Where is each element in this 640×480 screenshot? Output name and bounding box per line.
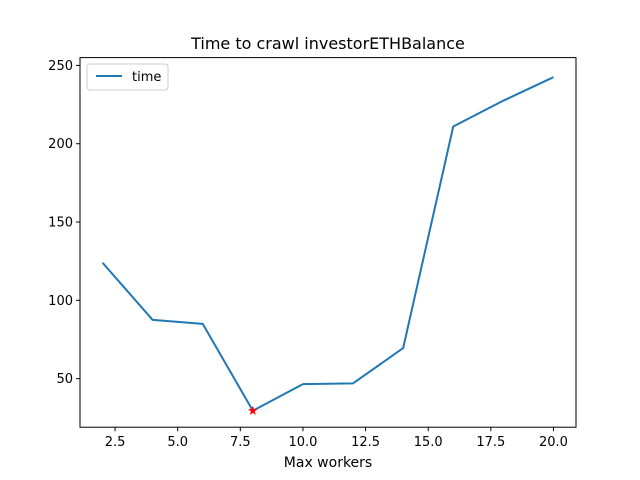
x-tick-label: 10.0 bbox=[288, 435, 317, 450]
x-tick-label: 2.5 bbox=[105, 435, 126, 450]
y-tick-label: 200 bbox=[48, 137, 73, 152]
y-tick-label: 100 bbox=[48, 294, 73, 309]
x-axis: 2.5 5.0 7.5 10.0 12.5 15.0 17.5 20.0 bbox=[105, 427, 568, 450]
x-tick-label: 20.0 bbox=[539, 435, 568, 450]
chart-title: Time to crawl investorETHBalance bbox=[190, 34, 465, 53]
plot-area bbox=[101, 76, 554, 415]
min-point-marker bbox=[247, 405, 258, 415]
x-tick-label: 5.0 bbox=[167, 435, 188, 450]
x-axis-label: Max workers bbox=[284, 455, 372, 471]
axes-frame bbox=[79, 57, 577, 428]
legend: time bbox=[86, 63, 169, 91]
legend-label: time bbox=[132, 70, 161, 85]
x-tick-label: 12.5 bbox=[351, 435, 380, 450]
x-tick-label: 15.0 bbox=[414, 435, 443, 450]
x-tick-label: 7.5 bbox=[230, 435, 251, 450]
y-tick-label: 150 bbox=[48, 216, 73, 231]
x-tick-label: 17.5 bbox=[476, 435, 505, 450]
y-tick-label: 250 bbox=[48, 59, 73, 74]
series-line-time bbox=[101, 76, 554, 412]
y-tick-label: 50 bbox=[56, 372, 73, 387]
legend-box bbox=[86, 63, 169, 91]
y-axis: 50 100 150 200 250 bbox=[48, 59, 80, 387]
